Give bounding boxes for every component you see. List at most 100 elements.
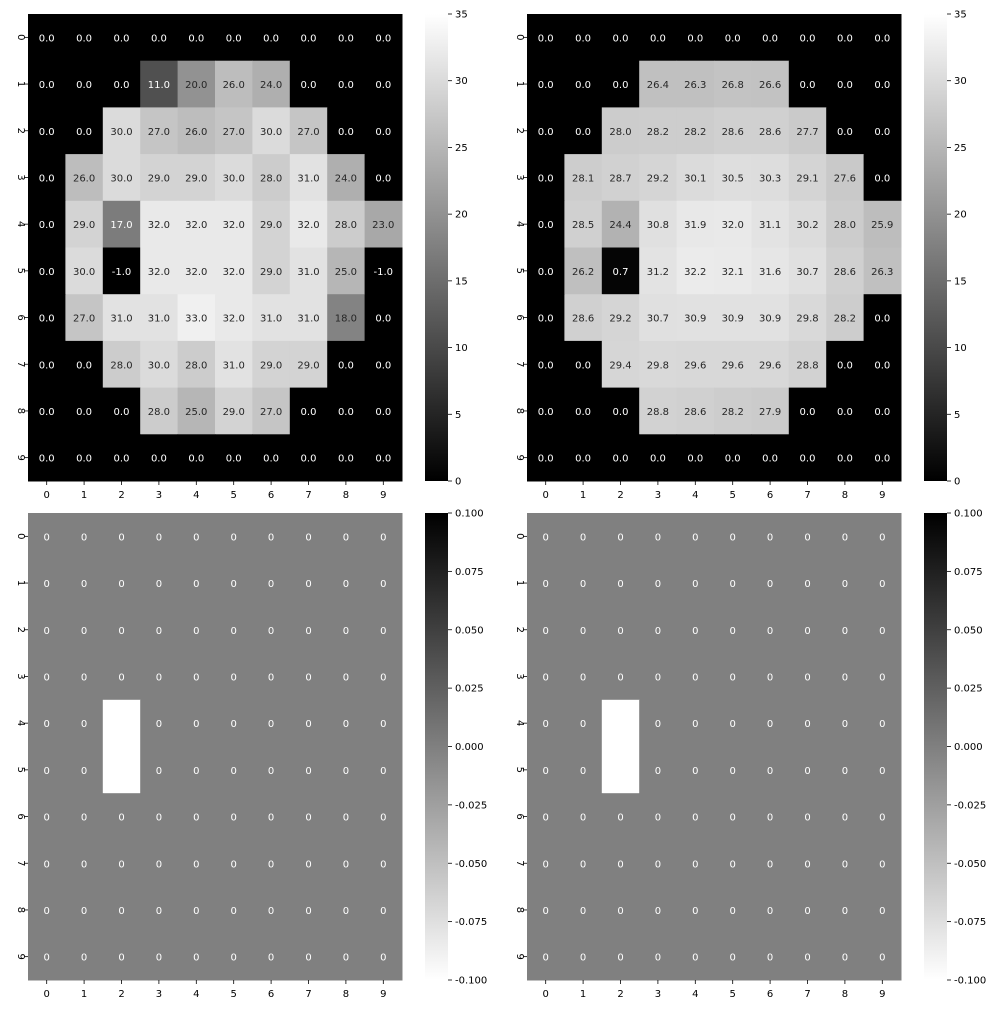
heatmap-cell	[639, 294, 678, 342]
y-tick-label: 2	[15, 128, 26, 134]
heatmap-cell	[564, 294, 603, 342]
cell-label: 0.0	[375, 454, 391, 465]
heatmap-cell	[751, 513, 790, 561]
heatmap-cell	[364, 387, 403, 435]
x-tick-label: 9	[380, 490, 386, 501]
cell-label: 0.0	[375, 127, 391, 138]
heatmap-cell	[28, 513, 66, 561]
heatmap-cell	[215, 200, 253, 248]
heatmap-cell	[215, 434, 253, 482]
heatmap-cell	[215, 746, 253, 794]
y-tick-label: 7	[514, 860, 525, 866]
heatmap-cell	[527, 839, 565, 888]
colorbar-tick-label: 5	[954, 410, 960, 421]
cell-label: 29.0	[260, 220, 282, 231]
cell-label: 0.0	[39, 173, 55, 184]
cell-label: 0	[118, 626, 124, 637]
heatmap-cell	[289, 340, 328, 389]
cell-label: 0	[730, 672, 736, 683]
cell-label: 0	[543, 719, 549, 730]
cell-label: 0	[193, 532, 199, 543]
heatmap-cell	[676, 699, 715, 747]
heatmap-cell	[289, 699, 328, 747]
cell-label: 0	[580, 532, 586, 543]
cell-label: 32.2	[684, 267, 706, 278]
heatmap-cell	[639, 340, 678, 389]
heatmap-cell	[639, 746, 678, 794]
heatmap-cell	[65, 154, 104, 202]
cell-label: 29.2	[609, 314, 631, 325]
y-tick-label: 4	[15, 221, 26, 227]
heatmap-cell	[863, 793, 902, 841]
heatmap-cell	[289, 200, 328, 248]
heatmap-cell	[714, 387, 752, 435]
heatmap-cell	[714, 699, 752, 747]
y-tick-label: 7	[15, 361, 26, 367]
cell-label: 0	[343, 626, 349, 637]
y-tick-label: 6	[15, 813, 26, 819]
cell-label: 0	[44, 813, 50, 824]
cell-label: 0.0	[538, 314, 554, 325]
heatmap-cell	[364, 746, 403, 794]
cell-label: 28.6	[684, 407, 706, 418]
heatmap-cell	[177, 793, 216, 841]
heatmap-cell	[601, 434, 640, 482]
cell-label: 0	[118, 859, 124, 870]
heatmap-cell	[215, 606, 253, 654]
colorbar-tick-label: -0.075	[954, 917, 986, 928]
cell-label: 0	[580, 859, 586, 870]
cell-label: 0	[879, 626, 885, 637]
colorbar-tick-label: 0.075	[954, 567, 983, 578]
heatmap-cell	[327, 839, 366, 888]
heatmap-cell	[289, 14, 328, 62]
cell-label: 0	[81, 859, 87, 870]
x-axis-ticks: 0 1 2 3 4 5 6 7 8 9	[44, 481, 386, 501]
heatmap-cell	[177, 933, 216, 981]
cell-label: 0	[804, 953, 810, 964]
heatmap-cell	[601, 14, 640, 62]
heatmap-cell	[140, 387, 179, 435]
heatmap-cell	[215, 839, 253, 888]
heatmap-cell	[564, 793, 603, 841]
heatmap-cell	[527, 200, 565, 248]
cell-label: 23.0	[372, 220, 394, 231]
heatmap-cell	[140, 559, 179, 607]
colorbar-gradient	[924, 14, 947, 481]
cell-label: 0.0	[538, 173, 554, 184]
heatmap-cell	[564, 434, 603, 482]
heatmap-cell	[601, 513, 640, 561]
cell-label: 30.0	[148, 360, 170, 371]
y-tick-label: 6	[15, 314, 26, 320]
heatmap-cell	[564, 653, 603, 701]
cell-label: 0	[305, 532, 311, 543]
cell-label: 29.4	[609, 360, 631, 371]
cell-label: 0	[156, 719, 162, 730]
heatmap-cell	[676, 559, 715, 607]
heatmap-cell	[177, 154, 216, 202]
cell-label: 0	[193, 719, 199, 730]
cell-label: 0	[543, 766, 549, 777]
heatmap-cell	[65, 606, 104, 654]
heatmap-cell	[327, 154, 366, 202]
cell-label: 0.0	[151, 33, 167, 44]
cell-label: 30.9	[722, 314, 744, 325]
cell-label: 0.0	[263, 454, 279, 465]
cell-label: 0	[305, 813, 311, 824]
heatmap-cell	[863, 886, 902, 934]
heatmap-cell	[140, 839, 179, 888]
heatmap-cell	[676, 60, 715, 108]
cell-label: 32.0	[722, 220, 744, 231]
cell-label: 0.0	[263, 33, 279, 44]
heatmap-cell	[215, 559, 253, 607]
cell-label: 0	[543, 532, 549, 543]
cell-label: 0.0	[613, 407, 629, 418]
heatmap-cell	[28, 387, 66, 435]
y-tick-label: 4	[514, 720, 525, 726]
heatmap-cell	[676, 107, 715, 155]
heatmap-cell	[28, 200, 66, 248]
heatmap-cell	[826, 60, 865, 108]
cell-label: 29.8	[796, 314, 818, 325]
cell-label: 28.2	[684, 127, 706, 138]
heatmap-cell	[364, 839, 403, 888]
